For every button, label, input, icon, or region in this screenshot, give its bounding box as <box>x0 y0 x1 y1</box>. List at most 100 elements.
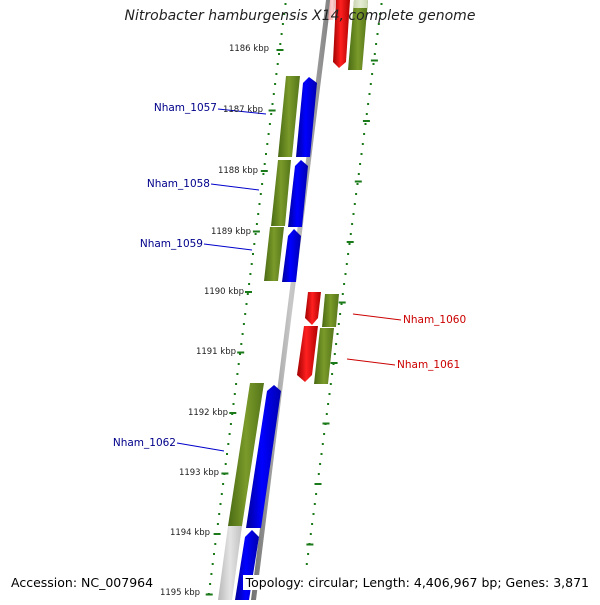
tick-mark-minor <box>236 373 239 375</box>
tick-mark-major <box>260 170 268 172</box>
tick-mark-minor <box>268 123 271 125</box>
accession-text: Accession: NC_007964 <box>9 575 156 590</box>
tick-mark-major <box>354 180 362 183</box>
tick-mark-minor <box>279 43 282 45</box>
tick-mark-minor <box>241 333 244 335</box>
tick-mark-minor <box>218 513 221 515</box>
gene-label-nham-1062[interactable]: Nham_1062 <box>113 437 176 449</box>
tick-mark-minor <box>227 443 230 445</box>
tick-mark-minor <box>252 253 254 255</box>
gene-arrow-reverse-partial[interactable] <box>333 0 350 68</box>
tick-mark-minor <box>259 193 262 195</box>
gene-label-nham-1058[interactable]: Nham_1058 <box>147 178 210 190</box>
cds-bar-nham-1062[interactable] <box>228 383 264 526</box>
tick-mark-minor <box>356 183 359 185</box>
tick-mark-minor <box>216 523 219 525</box>
tick-mark-minor <box>375 43 378 45</box>
tick-mark-minor <box>235 383 238 385</box>
tick-mark-minor <box>360 153 363 155</box>
tick-mark-minor <box>228 433 231 435</box>
tick-tracks <box>205 3 383 596</box>
tick-label: 1190 kbp <box>204 287 244 297</box>
tick-mark-minor <box>281 23 284 25</box>
tick-mark-minor <box>347 253 350 255</box>
gene-arrow-partial-bottom[interactable] <box>235 530 259 600</box>
tick-mark-minor <box>246 293 249 295</box>
tick-mark-major <box>268 109 276 112</box>
tick-mark-minor <box>368 93 371 95</box>
tick-mark-minor <box>313 503 316 505</box>
tick-mark-minor <box>325 413 328 415</box>
tick-mark-minor <box>336 333 339 335</box>
tick-mark-minor <box>327 403 330 405</box>
tick-label: 1193 kbp <box>179 468 219 478</box>
tick-mark-major <box>252 230 260 233</box>
tick-mark-major <box>205 593 213 596</box>
cds-bar-partial[interactable] <box>348 0 368 70</box>
tick-mark-minor <box>351 223 354 225</box>
tick-mark-minor <box>229 423 232 425</box>
tick-mark-minor <box>328 393 331 395</box>
gene-arrow-nham-1059[interactable] <box>282 229 301 282</box>
gene-arrow-nham-1061[interactable] <box>297 326 318 382</box>
gene-arrow-nham-1058[interactable] <box>288 160 308 227</box>
tick-mark-minor <box>369 83 372 85</box>
gene-label-nham-1057[interactable]: Nham_1057 <box>154 102 217 114</box>
topology-text: Topology: circular; Length: 4,406,967 bp… <box>242 575 592 590</box>
tick-mark-minor <box>245 303 248 305</box>
label-leaders <box>176 108 402 452</box>
tick-mark-minor <box>261 183 264 185</box>
tick-mark-minor <box>367 103 370 105</box>
tick-mark-minor <box>349 233 352 235</box>
tick-mark-minor <box>211 563 214 565</box>
gene-label-nham-1060[interactable]: Nham_1060 <box>403 314 466 326</box>
tick-mark-minor <box>309 533 312 535</box>
tick-mark-minor <box>379 13 382 15</box>
tick-mark-minor <box>224 463 227 465</box>
gene-arrow-nham-1057[interactable] <box>296 77 317 157</box>
tick-label: 1194 kbp <box>170 528 210 538</box>
cds-bar-nham-1057[interactable] <box>278 76 300 157</box>
tick-mark-minor <box>359 163 362 165</box>
tick-mark-minor <box>270 113 273 115</box>
cds-bar-nham-1060[interactable] <box>322 294 339 327</box>
cds-bar-nham-1058[interactable] <box>271 160 291 226</box>
gene-arrow-nham-1060[interactable] <box>305 292 321 325</box>
cds-bar-nham-1059[interactable] <box>264 227 284 281</box>
tick-mark-minor <box>253 243 256 245</box>
tick-mark-minor <box>237 363 240 365</box>
tick-mark-minor <box>244 313 247 315</box>
tick-mark-minor <box>283 13 286 15</box>
tick-mark-minor <box>317 473 320 475</box>
tick-mark-minor <box>213 553 215 555</box>
tick-mark-minor <box>312 513 315 515</box>
cds-bar-pale-partial <box>353 0 368 8</box>
tick-mark-minor <box>371 73 374 75</box>
tick-label: 1195 kbp <box>160 588 200 598</box>
tick-mark-minor <box>320 453 323 455</box>
tick-mark-minor <box>363 133 366 135</box>
tick-mark-minor <box>214 543 217 545</box>
tick-mark-minor <box>355 193 358 195</box>
gene-label-nham-1059[interactable]: Nham_1059 <box>140 238 203 250</box>
tick-mark-minor <box>377 23 380 25</box>
gene-arrow-nham-1062[interactable] <box>246 385 281 528</box>
tick-mark-major <box>322 422 330 425</box>
tick-mark-minor <box>220 493 223 495</box>
gene-label-nham-1061[interactable]: Nham_1061 <box>397 359 460 371</box>
tick-mark-minor <box>343 283 346 285</box>
tick-mark-major <box>306 543 314 546</box>
tick-mark-minor <box>380 3 383 5</box>
tick-mark-minor <box>222 483 225 485</box>
tick-label: 1187 kbp <box>223 105 263 115</box>
tick-mark-major <box>213 533 221 535</box>
tick-mark-minor <box>240 343 243 345</box>
tick-mark-major <box>314 483 322 485</box>
tick-mark-minor <box>226 453 228 455</box>
tick-mark-major <box>370 59 378 62</box>
tick-label: 1192 kbp <box>188 408 228 418</box>
cds-bar-nham-1061[interactable] <box>314 328 334 384</box>
tick-mark-minor <box>248 283 251 285</box>
tick-mark-minor <box>335 343 338 345</box>
